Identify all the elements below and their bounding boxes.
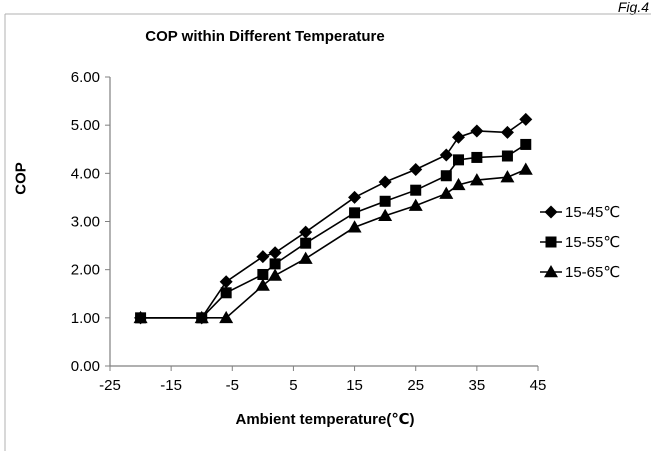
data-point [348,190,362,204]
series-line [140,118,527,319]
legend-entry: 15-45℃ [540,204,620,221]
data-point [453,154,465,166]
data-point [440,170,452,182]
series-line [140,168,527,319]
x-tick-label: -5 [226,377,239,394]
data-point [500,125,514,139]
data-point [300,237,312,249]
x-tick-label: 35 [469,377,486,394]
data-point [379,195,391,207]
series-3 [133,162,533,324]
axes: 0.00 1.00 2.00 3.00 4.00 5.00 6.00 -25 -15 -5 5 15 2… [71,69,547,394]
data-point [500,170,515,183]
y-tick-label: 5.00 [71,117,100,134]
legend-entry: 15-55℃ [540,234,620,251]
data-point [268,246,282,260]
legend: 15-45℃ 15-55℃ 15-65℃ [540,204,620,281]
legend-marker [544,205,558,219]
y-tick-label: 0.00 [71,358,100,375]
data-point [194,310,209,324]
legend-marker [545,236,557,248]
data-point [470,124,484,138]
data-point [410,184,422,196]
data-point [501,150,513,162]
legend-label: 15-45℃ [565,204,620,221]
data-point [298,251,313,264]
legend-entry: 15-65℃ [540,264,620,281]
x-tick-label: 45 [530,377,547,394]
x-tick-label: -15 [160,377,182,394]
x-tick-label: 5 [289,377,297,394]
data-point [255,278,270,291]
data-point [256,250,270,264]
data-point [268,268,283,281]
data-point [519,112,533,126]
y-tick-label: 1.00 [71,310,100,327]
data-point [219,310,234,324]
x-tick-label: 15 [346,377,363,394]
data-point [133,310,148,324]
figure-label: Fig.4 [617,0,649,15]
data-point [219,275,233,289]
data-point [220,287,232,299]
series-2 [135,138,532,324]
data-point [378,208,393,221]
data-point [347,220,362,233]
x-tick-label: -25 [99,377,121,394]
chart-title: COP within Different Temperature [145,28,385,45]
data-point [349,207,361,219]
legend-label: 15-65℃ [565,264,620,281]
x-tick-label: 25 [407,377,424,394]
data-point [439,186,454,199]
x-axis-title: Ambient temperature(℃) [235,411,415,428]
data-point [469,173,484,186]
legend-label: 15-55℃ [565,234,620,251]
y-tick-label: 6.00 [71,69,100,86]
series-layer [133,112,533,325]
data-point [518,162,533,175]
data-point [452,130,466,144]
series-1 [134,112,533,325]
data-point [451,177,466,191]
data-point [409,162,423,176]
data-point [471,151,483,163]
data-point [520,138,532,150]
data-point [439,148,453,162]
y-tick-label: 2.00 [71,262,100,279]
data-point [257,268,269,280]
data-point [408,198,423,211]
data-point [378,175,392,189]
series-line [140,143,527,319]
y-tick-label: 3.00 [71,214,100,231]
y-tick-label: 4.00 [71,165,100,182]
data-point [269,258,281,270]
legend-marker [544,265,558,278]
data-point [299,225,313,239]
